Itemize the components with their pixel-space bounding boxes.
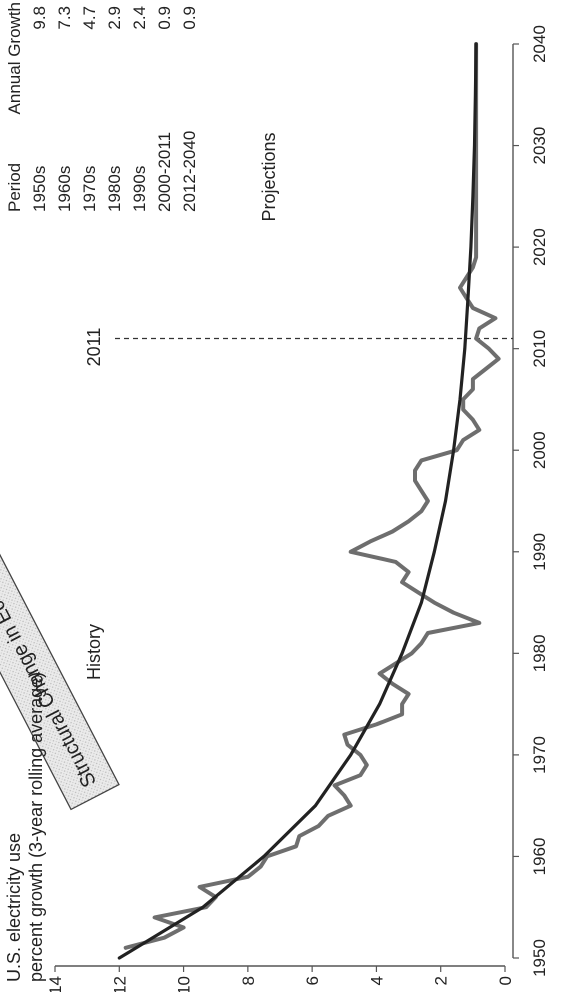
- table-period-cell: 1990s: [130, 166, 149, 212]
- x-tick-label: 1960: [530, 838, 549, 876]
- table-header: Period: [5, 163, 24, 212]
- chart-subtitle: percent growth (3-year rolling average): [26, 672, 46, 982]
- chart-title: U.S. electricity use: [4, 833, 24, 982]
- axes: 1950196019701980199020002010202020302040…: [46, 25, 549, 992]
- x-tick-label: 1970: [530, 736, 549, 774]
- x-tick-label: 2000: [530, 431, 549, 469]
- structural-change-arrow: Structural Change in Economy - Higher pr…: [0, 143, 120, 811]
- growth-table: Period Annual Growth 1950s 9.8 1960s 7.3 1970s…: [5, 2, 199, 212]
- y-tick-label: 8: [239, 976, 258, 985]
- series-layer: [117, 42, 501, 960]
- y-tick-label: 4: [367, 976, 386, 985]
- table-growth-cell: 7.3: [55, 6, 74, 30]
- y-tick-label: 2: [432, 976, 451, 985]
- x-tick-label: 2010: [530, 330, 549, 368]
- y-tick-label: 10: [175, 976, 194, 992]
- table-growth-cell: 0.9: [180, 6, 199, 30]
- table-growth-cell: 4.7: [80, 6, 99, 30]
- projections-label: Projections: [259, 132, 279, 221]
- y-tick-label: 6: [303, 976, 322, 985]
- table-period-cell: 1970s: [80, 166, 99, 212]
- table-growth-cell: 2.4: [130, 6, 149, 30]
- x-tick-label: 2020: [530, 228, 549, 266]
- history-label: History: [84, 624, 104, 680]
- x-tick-label: 1980: [530, 634, 549, 672]
- table-period-cell: 2000-2011: [155, 132, 174, 212]
- x-tick-label: 1990: [530, 533, 549, 571]
- table-growth-cell: 9.8: [30, 6, 49, 30]
- table-period-cell: 2012-2040: [180, 131, 199, 212]
- table-header: Annual Growth: [5, 2, 24, 114]
- labels-layer: U.S. electricity use percent growth (3-y…: [4, 132, 279, 982]
- y-tick-label: 14: [46, 976, 65, 992]
- arrow-layer: Structural Change in Economy - Higher pr…: [0, 143, 120, 811]
- table-growth-cell: 0.9: [155, 6, 174, 30]
- divider-year-label: 2011: [84, 328, 104, 367]
- x-tick-label: 2030: [530, 127, 549, 165]
- y-tick-label: 0: [496, 976, 515, 985]
- series-line-actual: [123, 42, 501, 950]
- y-tick-label: 12: [110, 976, 129, 992]
- x-tick-label: 1950: [530, 939, 549, 977]
- x-tick-label: 2040: [530, 25, 549, 63]
- table-period-cell: 1980s: [105, 166, 124, 212]
- table-period-cell: 1950s: [30, 166, 49, 212]
- table-growth-cell: 2.9: [105, 6, 124, 30]
- arrow-shape: [0, 143, 120, 811]
- series-line-trend: [117, 42, 478, 960]
- table-period-cell: 1960s: [55, 166, 74, 212]
